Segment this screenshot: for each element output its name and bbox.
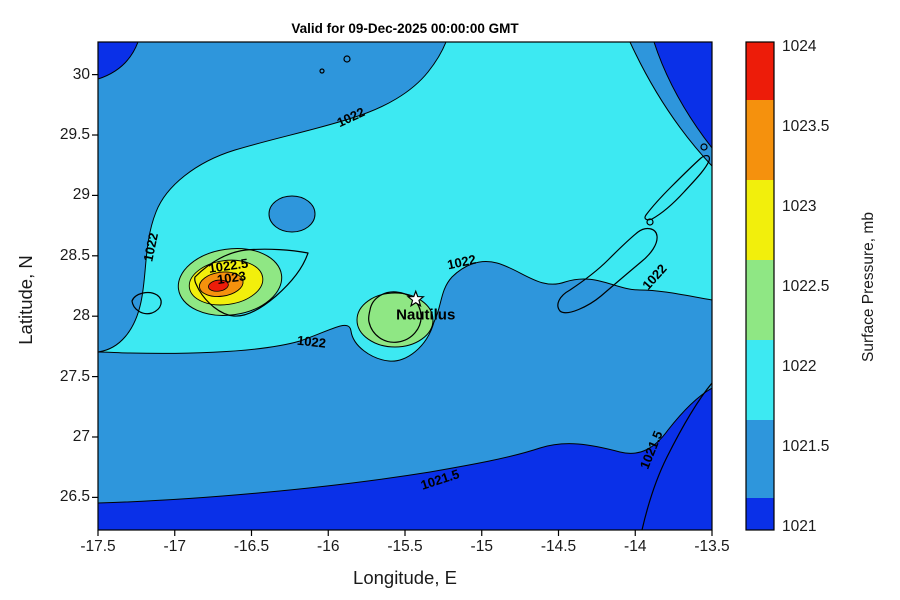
- y-tick-label: 29: [72, 186, 90, 204]
- x-axis-label: Longitude, E: [353, 567, 457, 588]
- colorbar-tick-label: 1021.5: [782, 438, 830, 455]
- colorbar-band-darkblue: [746, 498, 774, 530]
- contour-line-topleft: [98, 42, 139, 80]
- y-axis-label: Latitude, N: [15, 255, 36, 345]
- station: Nautilus: [396, 289, 455, 323]
- colorbar-band-green: [746, 260, 774, 340]
- y-tick-label: 26.5: [59, 488, 90, 506]
- x-tick-label: -17: [163, 538, 186, 555]
- colorbar-tick-label: 1022: [782, 358, 817, 375]
- y-tick-label: 30: [72, 65, 90, 83]
- colorbar-band-orange: [746, 100, 774, 180]
- x-tick-label: -17.5: [80, 538, 116, 555]
- colorbar-tick-label: 1023.5: [782, 118, 830, 135]
- x-tick-label: -14.5: [540, 538, 577, 555]
- x-tick-label: -16: [317, 538, 340, 555]
- contour-line-topright-outer: [629, 42, 712, 167]
- contour-line-1022-upper: [98, 42, 447, 353]
- coastline-lanzarote: [644, 155, 711, 221]
- high-pressure-cell: [177, 248, 283, 316]
- colorbar-band-blue: [746, 420, 774, 498]
- coastline-selvagens-islet-1: [319, 68, 325, 74]
- coastline-fuerteventura: [557, 227, 658, 314]
- map-area: [98, 42, 712, 530]
- x-tick-label: -16.5: [233, 538, 270, 555]
- contour-label-1022: 1022: [140, 231, 161, 262]
- coastlines: [131, 55, 712, 530]
- station-star-icon: [406, 289, 425, 308]
- y-tick-label: 27.5: [59, 367, 90, 385]
- colorbar-band-red: [746, 42, 774, 100]
- coastline-la-gomera: [131, 291, 162, 315]
- x-tick-label: -15.5: [387, 538, 423, 555]
- coastline-tenerife: [194, 248, 309, 317]
- region-darkblue-topleft: [98, 42, 138, 79]
- x-tick-label: -14: [624, 538, 647, 555]
- y-tick-label: 29.5: [59, 126, 90, 143]
- contour-line-1021.5: [98, 387, 712, 504]
- colorbar-tick-label: 1023: [782, 198, 817, 215]
- y-tick-label: 28.5: [59, 246, 90, 264]
- contour-label-1022.5: 1022.5: [208, 255, 249, 275]
- x-tick-label: -15: [470, 538, 493, 555]
- plot-title: Valid for 09-Dec-2025 00:00:00 GMT: [291, 21, 519, 36]
- region-red-core: [208, 279, 229, 292]
- coastline-graciosa-islet: [700, 143, 708, 151]
- colorbar-tick-label: 1024: [782, 38, 817, 55]
- colorbar-band-cyan: [746, 340, 774, 420]
- region-darkblue-topright: [654, 42, 712, 148]
- coastline-selvagens-islet-2: [343, 55, 351, 63]
- y-tick-label: 28: [72, 307, 90, 325]
- coastline-lobos-islet: [646, 218, 654, 226]
- colorbar-border: [745, 41, 775, 531]
- contour-label-1023: 1023: [216, 268, 247, 287]
- y-tick-label: 27: [72, 427, 90, 445]
- colorbar-label: Surface Pressure, mb: [860, 212, 877, 362]
- x-tick-label: -13.5: [694, 538, 730, 555]
- contour-line-1022-lower: [98, 261, 712, 362]
- coastline-africa: [641, 382, 712, 530]
- coastline-gran-canaria: [367, 291, 422, 343]
- axis-tick-marks: [92, 74, 713, 536]
- colorbar-tick-label: 1021: [782, 518, 817, 535]
- colorbar-band-yellow: [746, 180, 774, 260]
- contour-line-topright-inner: [653, 42, 712, 149]
- contour-label-1022: 1022: [446, 252, 477, 273]
- region-blue-hole: [268, 195, 316, 233]
- station-label: Nautilus: [396, 306, 455, 323]
- contour-label-1022: 1022: [296, 333, 326, 351]
- colorbar: [745, 41, 775, 531]
- region-darkblue-south: [98, 388, 712, 530]
- colorbar-tick-label: 1022.5: [782, 278, 830, 295]
